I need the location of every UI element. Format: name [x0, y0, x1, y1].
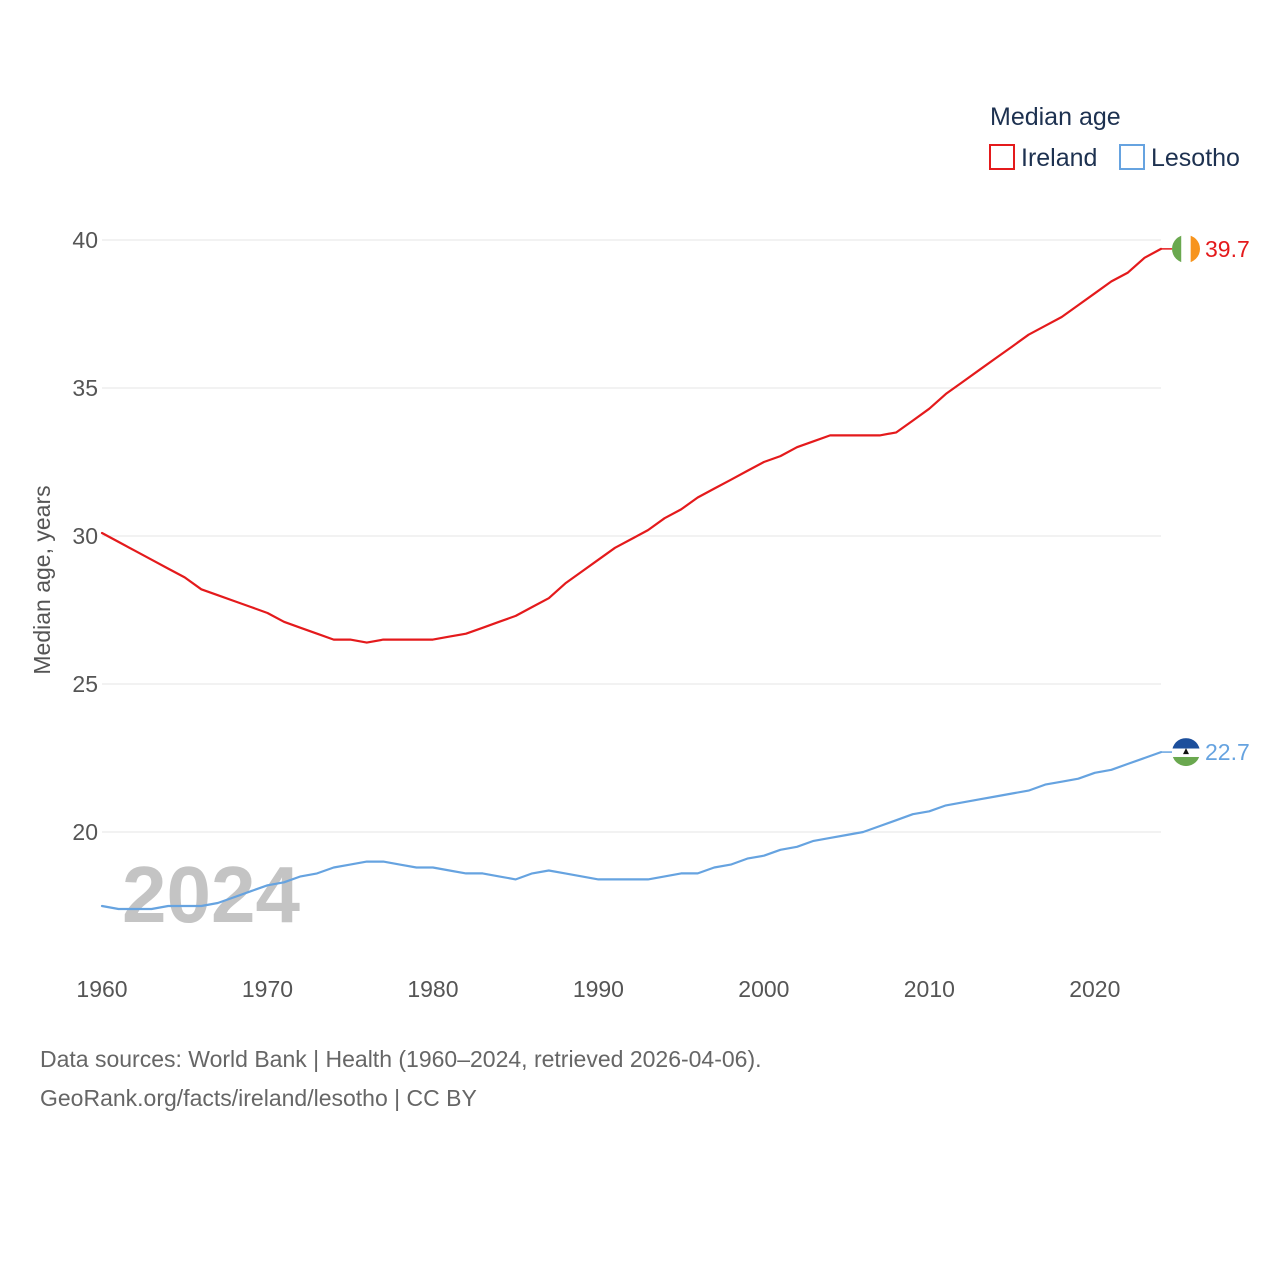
series-line-lesotho [100, 750, 1163, 911]
flag-stripe-white [1181, 234, 1191, 263]
x-tick-label-1960: 1960 [76, 976, 127, 1002]
legend-item-lesotho[interactable]: Lesotho [1119, 144, 1240, 172]
y-axis-ticks: 20 25 30 35 40 [72, 227, 98, 845]
legend-swatch-ireland [989, 144, 1015, 170]
x-tick-label-1990: 1990 [573, 976, 624, 1002]
legend-title: Median age [990, 103, 1121, 131]
x-tick-label-1980: 1980 [407, 976, 458, 1002]
flag-stripe-orange [1190, 234, 1200, 263]
attribution-text: GeoRank.org/facts/ireland/lesotho | CC B… [40, 1085, 477, 1111]
end-label-lesotho: 22.7 [1205, 739, 1250, 765]
data-source-text: Data sources: World Bank | Health (1960–… [40, 1046, 762, 1072]
lesotho-flag-icon [1172, 738, 1200, 767]
x-axis-ticks: 1960 1970 1980 1990 2000 2010 2020 [76, 976, 1120, 1002]
ireland-flag-icon [1172, 234, 1200, 263]
y-axis-title: Median age, years [29, 485, 55, 674]
flag-stripe-green [1172, 234, 1182, 263]
y-tick-label-35: 35 [72, 375, 98, 401]
flag-stripe-blue [1172, 738, 1200, 749]
end-label-ireland: 39.7 [1205, 236, 1250, 262]
flag-hat-emblem [1183, 748, 1189, 755]
x-tick-label-1970: 1970 [242, 976, 293, 1002]
series-line-ireland [100, 247, 1163, 644]
legend-label-lesotho: Lesotho [1151, 144, 1240, 172]
end-marker-ireland: 39.7 [1161, 234, 1250, 263]
y-tick-label-20: 20 [72, 819, 98, 845]
flag-stripe-green [1172, 756, 1200, 767]
y-tick-label-40: 40 [72, 227, 98, 253]
x-tick-label-2010: 2010 [904, 976, 955, 1002]
year-watermark: 2024 [122, 850, 300, 939]
series-lines [100, 247, 1163, 911]
legend: Median age Ireland Lesotho [989, 103, 1240, 172]
grid-lines [102, 239, 1161, 833]
legend-swatch-lesotho [1119, 144, 1145, 170]
legend-label-ireland: Ireland [1021, 144, 1097, 172]
x-tick-label-2020: 2020 [1069, 976, 1120, 1002]
y-tick-label-25: 25 [72, 671, 98, 697]
legend-item-ireland[interactable]: Ireland [989, 144, 1097, 172]
end-marker-lesotho: 22.7 [1161, 738, 1250, 767]
series-end-markers: 39.7 22.7 [1161, 234, 1250, 767]
y-tick-label-30: 30 [72, 523, 98, 549]
x-tick-label-2000: 2000 [738, 976, 789, 1002]
